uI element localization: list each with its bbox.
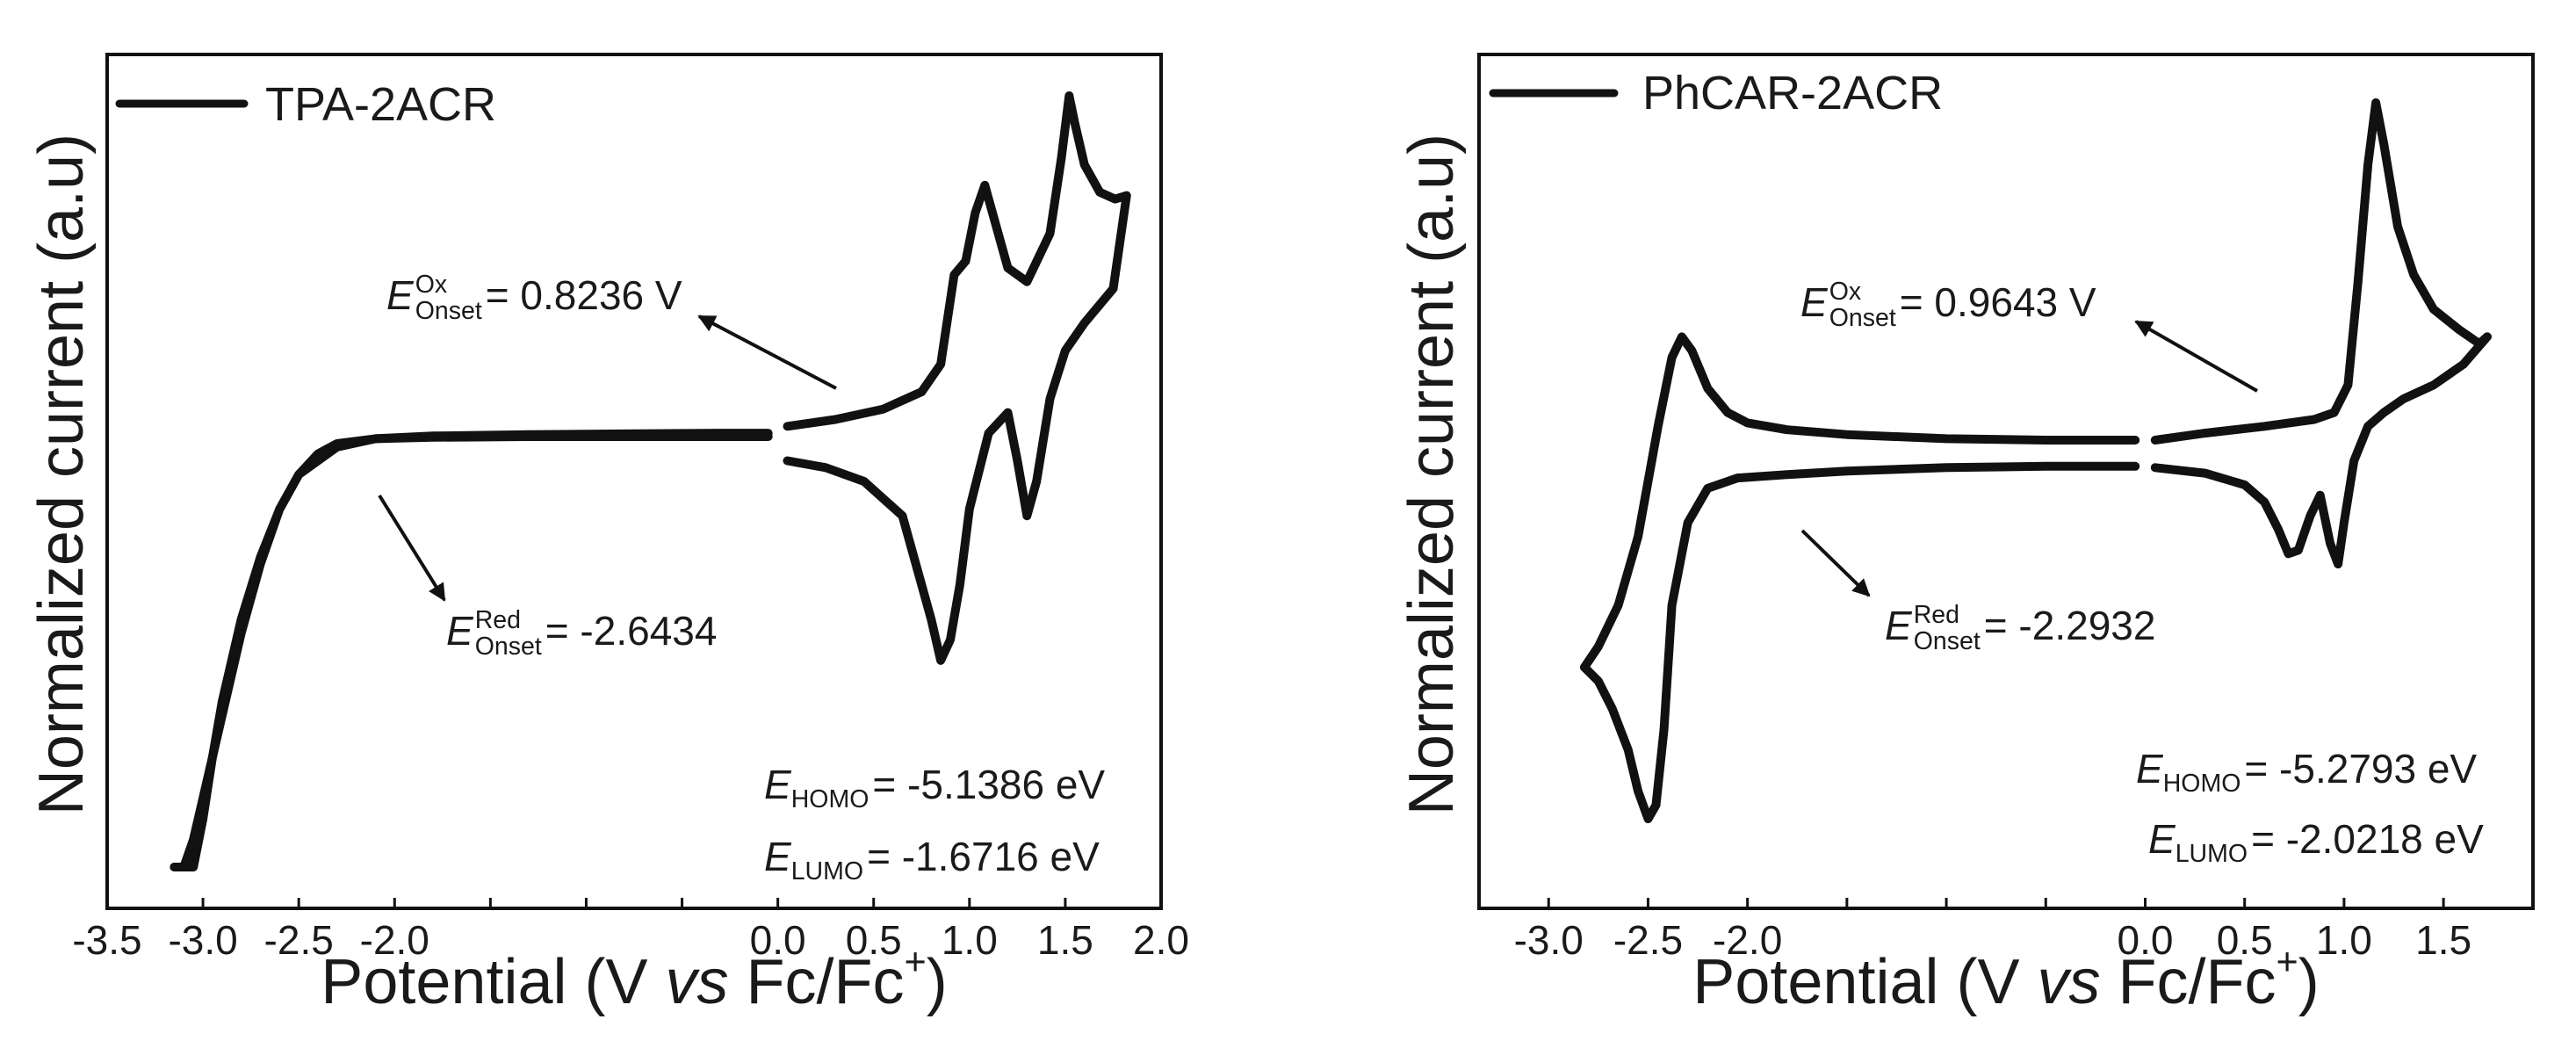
e-sub: Onset [1913, 626, 1981, 655]
arrow-oxidation [2134, 320, 2258, 393]
cv-segment [783, 191, 1131, 665]
annotation-lumo: ELUMO= -2.0218 eV [2148, 819, 2484, 866]
e-sub: Onset [474, 632, 542, 661]
annotation-oxidation-onset: E Ox Onset = 0.9643 V [1800, 278, 2096, 332]
y-axis-label: Normalized current (a.u) [1396, 133, 1467, 816]
x-tick-label: -3.5 [72, 917, 141, 963]
chart-left: -3.5 -3.0 -2.5 -2.0 0.0 0.5 1.0 1.5 2.0 TPA-2ACR [72, 53, 1189, 963]
x-tick-label: 1.0 [2316, 917, 2372, 963]
annotation-value: = -1.6716 eV [867, 834, 1100, 879]
e-sub: HOMO [790, 784, 869, 813]
annotation-lumo: ELUMO= -1.6716 eV [764, 836, 1100, 884]
annotation-value: = -2.6434 [545, 608, 718, 654]
x-label-pre: Potential (V [321, 947, 666, 1017]
y-axis-label: Normalized current (a.u) [26, 133, 97, 816]
x-tick-label: 1.5 [1037, 917, 1093, 963]
x-tick-label: 0.5 [846, 917, 902, 963]
x-label-vs: vs [665, 947, 729, 1017]
annotation-value: = -5.1386 eV [872, 762, 1106, 807]
x-tick-label: 0.0 [750, 917, 806, 963]
x-axis-label: Potential (V vs Fc/Fc+) [1692, 943, 2319, 1014]
annotation-value: = -5.2793 eV [2244, 746, 2478, 792]
annotation-homo: EHOMO= -5.1386 eV [764, 764, 1105, 812]
x-tick-label: -2.5 [264, 917, 334, 963]
cv-curve-phcar-2acr [1580, 98, 2492, 824]
cv-segment [1580, 461, 2140, 824]
x-ticks: -3.0 -2.5 -2.0 0.0 0.5 1.0 1.5 [1514, 898, 2471, 963]
x-ticks: -3.5 -3.0 -2.5 -2.0 0.0 0.5 1.0 1.5 2.0 [72, 898, 1189, 963]
cv-segment [783, 91, 1131, 431]
annotation-oxidation-onset: E Ox Onset = 0.8236 V [386, 271, 682, 325]
x-tick-label: 0.0 [2118, 917, 2174, 963]
x-label-sup: + [2276, 941, 2298, 984]
arrow-oxidation [697, 314, 837, 390]
e-symbol: E [764, 834, 791, 879]
e-symbol: E [446, 608, 473, 654]
x-axis-label: Potential (V vs Fc/Fc+) [321, 943, 947, 1014]
legend: TPA-2ACR [115, 78, 496, 131]
annotation-homo: EHOMO= -5.2793 eV [2136, 748, 2477, 796]
e-symbol: E [1800, 279, 1828, 326]
e-sup: Ox [1829, 278, 1862, 306]
chart-right: -3.0 -2.5 -2.0 0.0 0.5 1.0 1.5 PhCAR-2ACR [1477, 53, 2535, 963]
cv-segment [2150, 98, 2492, 445]
annotation-reduction-onset: E Red Onset = -2.6434 [446, 606, 718, 661]
x-label-post: Fc/Fc [728, 947, 905, 1017]
x-tick-label: 1.0 [942, 917, 998, 963]
e-sup: Red [1913, 601, 1959, 629]
annotation-value: = 0.9643 V [1899, 279, 2096, 326]
annotation-value: = -2.0218 eV [2251, 816, 2484, 862]
e-sup: Red [474, 606, 521, 634]
annotation-value: = 0.8236 V [485, 272, 682, 319]
e-sub: HOMO [2162, 769, 2241, 798]
cv-curve-tpa-2acr [170, 91, 1131, 871]
e-symbol: E [2136, 746, 2163, 792]
x-tick-label: 0.5 [2217, 917, 2273, 963]
x-label-close: ) [2298, 947, 2320, 1017]
e-symbol: E [386, 272, 414, 319]
x-tick-label: -2.5 [1613, 917, 1683, 963]
x-label-post: Fc/Fc [2100, 947, 2277, 1017]
legend-label: TPA-2ACR [265, 78, 496, 131]
annotation-value: = -2.2932 [1983, 603, 2156, 649]
plot-frame [105, 53, 1163, 910]
cv-segment [2150, 332, 2492, 569]
x-tick-label: 1.5 [2415, 917, 2471, 963]
e-sub: LUMO [790, 857, 864, 886]
e-sub: LUMO [2175, 839, 2248, 868]
e-symbol: E [2148, 816, 2176, 862]
x-tick-label: -3.0 [168, 917, 237, 963]
arrow-reduction [378, 494, 446, 602]
x-tick-label: -2.0 [1713, 917, 1782, 963]
x-tick-label: -3.0 [1514, 917, 1584, 963]
cv-segment [170, 432, 773, 871]
legend: PhCAR-2ACR [1489, 67, 1943, 119]
x-label-sup: + [904, 941, 927, 984]
x-tick-label: 2.0 [1133, 917, 1189, 963]
plot-frame [1477, 53, 2535, 910]
arrow-reduction [1800, 529, 1871, 597]
e-symbol: E [764, 762, 791, 807]
cv-segment [1580, 332, 2140, 672]
e-sup: Ox [415, 271, 448, 299]
annotation-reduction-onset: E Red Onset = -2.2932 [1885, 601, 2156, 655]
e-sub: Onset [1829, 303, 1896, 332]
x-label-vs: vs [2037, 947, 2101, 1017]
x-label-pre: Potential (V [1692, 947, 2038, 1017]
x-label-close: ) [926, 947, 948, 1017]
x-tick-label: -2.0 [360, 917, 429, 963]
e-sub: Onset [415, 296, 482, 325]
e-symbol: E [1885, 603, 1912, 649]
legend-label: PhCAR-2ACR [1642, 67, 1943, 119]
